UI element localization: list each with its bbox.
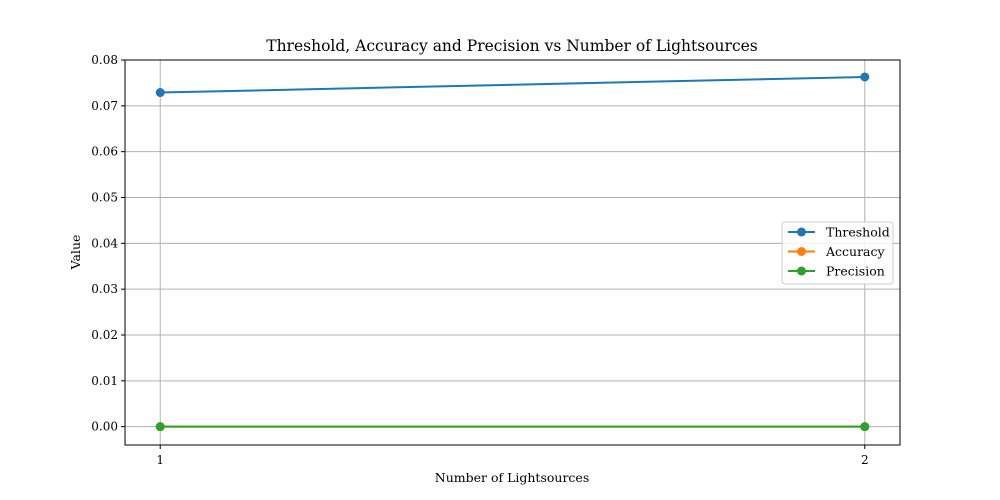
data-point-threshold [155, 88, 165, 98]
y-tick-label: 0.03 [91, 282, 118, 296]
y-tick-label: 0.04 [91, 236, 118, 250]
y-tick-label: 0.06 [91, 145, 118, 159]
y-tick-label: 0.01 [91, 374, 118, 388]
series-group [155, 72, 870, 432]
series-threshold [155, 72, 870, 98]
series-precision [155, 422, 870, 432]
legend-item-accuracy: Accuracy [788, 244, 886, 259]
legend-swatch-marker [797, 247, 806, 256]
legend-box [781, 221, 894, 285]
legend: Threshold Accuracy Precision [781, 221, 894, 285]
data-point-precision [860, 422, 870, 432]
x-tick-label: 1 [156, 453, 164, 467]
data-point-precision [155, 422, 165, 432]
legend-label: Accuracy [825, 244, 886, 259]
legend-label: Precision [826, 264, 885, 279]
x-tick-label: 2 [861, 453, 869, 467]
y-tick-label: 0.07 [91, 99, 118, 113]
y-tick-label: 0.02 [91, 328, 118, 342]
legend-swatch-marker [797, 227, 806, 237]
data-point-threshold [860, 72, 870, 82]
y-tick-label: 0.00 [91, 420, 118, 434]
y-axis-ticks: 0.00 0.01 0.02 0.03 0.04 0.05 0.06 0.07 0.08 [91, 53, 125, 434]
legend-label: Threshold [826, 225, 890, 240]
y-axis-label: Value [68, 235, 83, 271]
y-tick-label: 0.05 [91, 191, 118, 205]
series-line-threshold [160, 75, 865, 94]
x-axis-label: Number of Lightsources [435, 470, 589, 485]
legend-item-precision: Precision [788, 264, 885, 279]
legend-item-threshold: Threshold [788, 225, 890, 240]
chart-title: Threshold, Accuracy and Precision vs Num… [266, 37, 758, 55]
plot-area-frame [124, 59, 901, 446]
legend-swatch-marker [797, 266, 806, 276]
y-tick-label: 0.08 [91, 53, 118, 67]
